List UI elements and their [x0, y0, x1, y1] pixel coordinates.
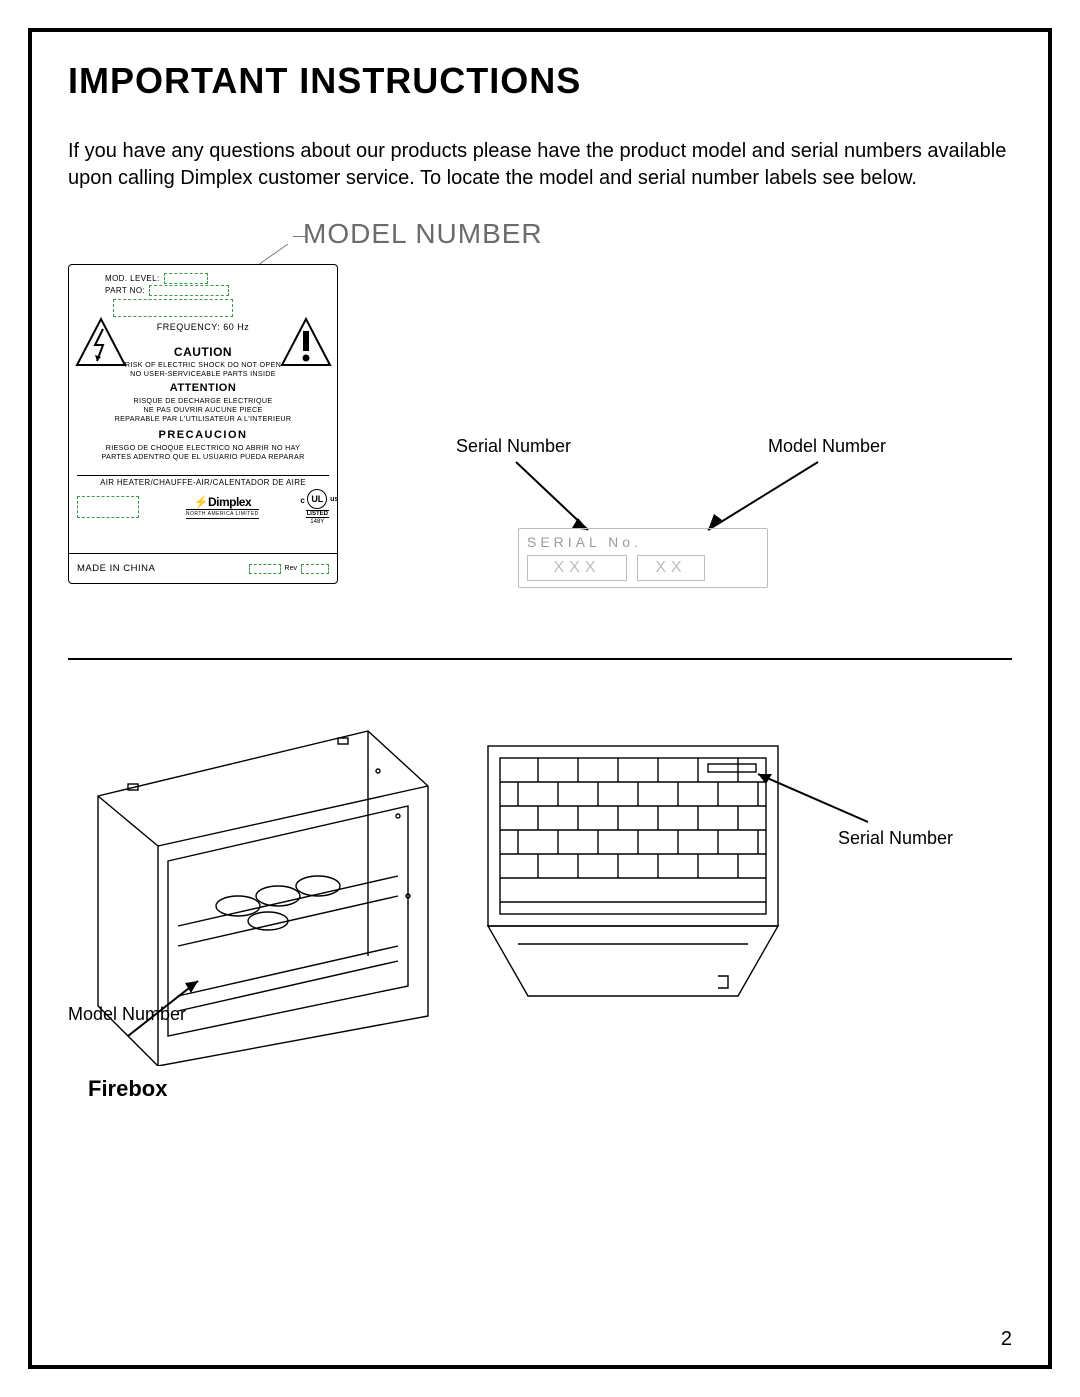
big-dashed-box — [113, 299, 233, 317]
mod-level-label: MOD. LEVEL: — [105, 274, 160, 283]
top-figure-area: MODEL NUMBER MOD. LEVEL: — [68, 218, 1012, 658]
code-text: 148Y — [310, 519, 324, 525]
serial-arrow-back — [748, 766, 888, 836]
intro-paragraph: If you have any questions about our prod… — [68, 138, 1012, 192]
precaucion-heading: PRECAUCION — [69, 429, 337, 441]
serial-box-2: XX — [637, 555, 705, 581]
left-dashed-box — [77, 496, 139, 518]
frequency-text: FREQUENCY: 60 Hz — [69, 322, 337, 332]
brand-subtitle: NORTH AMERICA LIMITED — [186, 509, 259, 519]
brand-name: ⚡Dimplex — [194, 495, 252, 509]
page-title: IMPORTANT INSTRUCTIONS — [68, 60, 1012, 102]
model-number-callout: Model Number — [768, 436, 886, 457]
serial-no-label: SERIAL No. — [527, 534, 642, 550]
caution-line-2: NO USER-SERVICEABLE PARTS INSIDE — [69, 369, 337, 378]
serial-box-1: XXX — [527, 555, 627, 581]
small-dashed-box-2 — [301, 564, 329, 574]
part-no-label: PART NO: — [105, 286, 145, 295]
firebox-heading: Firebox — [88, 1076, 167, 1102]
precaucion-line-2: PARTES ADENTRO QUE EL USUARIO PUEDA REPA… — [69, 452, 337, 461]
attention-heading: ATTENTION — [69, 382, 337, 394]
part-no-row: PART NO: — [105, 285, 229, 296]
small-dashed-box-1 — [249, 564, 281, 574]
made-in-text: MADE IN CHINA — [77, 563, 155, 574]
ul-circle-icon: cULus — [307, 489, 327, 509]
listed-text: LISTED — [306, 510, 329, 518]
caution-line-1: RISK OF ELECTRIC SHOCK DO NOT OPEN — [69, 360, 337, 369]
attention-line-1: RISQUE DE DECHARGE ELECTRIQUE — [69, 396, 337, 405]
rating-label: MOD. LEVEL: PART NO: FREQUENCY: 60 Hz CA… — [68, 264, 338, 584]
brand-block: ⚡Dimplex NORTH AMERICA LIMITED — [186, 495, 259, 519]
ul-mark: cULus LISTED 148Y — [306, 489, 329, 525]
serial-number-callout-firebox: Serial Number — [838, 828, 953, 849]
serial-number-callout: Serial Number — [456, 436, 571, 457]
model-number-heading: MODEL NUMBER — [303, 218, 543, 250]
attention-line-2: NE PAS OUVRIR AUCUNE PIECE — [69, 405, 337, 414]
caution-heading: CAUTION — [69, 345, 337, 359]
model-number-callout-firebox: Model Number — [68, 1004, 186, 1025]
rev-text: Rev — [285, 565, 297, 572]
mod-level-row: MOD. LEVEL: — [105, 273, 208, 284]
divider-line — [77, 475, 329, 476]
page: IMPORTANT INSTRUCTIONS If you have any q… — [0, 0, 1080, 1397]
content-frame: IMPORTANT INSTRUCTIONS If you have any q… — [28, 28, 1052, 1369]
mod-level-box — [164, 273, 208, 284]
bottom-row: MADE IN CHINA Rev — [69, 553, 337, 583]
precaucion-line-1: RIESGO DE CHOQUE ELECTRICO NO ABRIR NO H… — [69, 443, 337, 452]
bottom-figure-area: Model Number — [68, 696, 1012, 1146]
section-divider — [68, 658, 1012, 660]
attention-line-3: REPARABLE PAR L'UTILISATEUR A L'INTERIEU… — [69, 414, 337, 423]
part-no-box — [149, 285, 229, 296]
page-number: 2 — [1001, 1328, 1012, 1351]
serial-plate: SERIAL No. XXX XX — [518, 528, 768, 588]
heater-text: AIR HEATER/CHAUFFE-AIR/CALENTADOR DE AIR… — [69, 478, 337, 487]
brand-row: ⚡Dimplex NORTH AMERICA LIMITED cULus LIS… — [77, 493, 329, 521]
